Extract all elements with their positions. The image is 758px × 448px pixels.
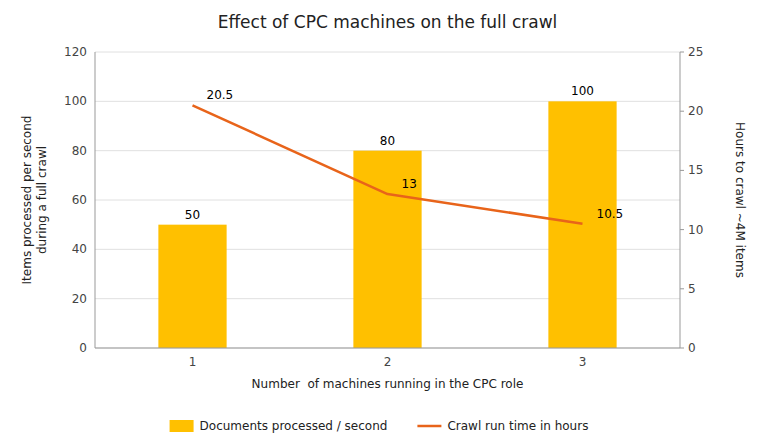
data-label: 10.5	[597, 207, 624, 221]
title: Effect of CPC machines on the full crawl	[218, 12, 558, 32]
legend-swatch	[417, 425, 441, 428]
x-tick-label: 3	[579, 355, 587, 369]
chart: Effect of CPC machines on the full crawl…	[0, 0, 758, 448]
y2-tick-label: 5	[688, 282, 696, 296]
legend: Documents processed / second Crawl run ti…	[170, 419, 589, 433]
bar	[548, 101, 616, 348]
y2-axis	[680, 52, 681, 348]
legend-swatch	[170, 420, 194, 432]
bar	[158, 225, 226, 348]
y-axis-label-line: during a full crawl	[35, 146, 49, 254]
y-axis	[95, 52, 96, 348]
grid-line	[95, 348, 680, 349]
y2-tick-label: 20	[688, 104, 703, 118]
x-tick-label: 1	[189, 355, 197, 369]
y2-tick-label: 10	[688, 223, 703, 237]
y2-tick	[680, 288, 684, 289]
line	[193, 105, 583, 223]
legend-item: Crawl run time in hours	[417, 419, 588, 433]
legend-label: Crawl run time in hours	[447, 419, 588, 433]
y2-axis-label: Hours to crawl ~4M items	[733, 122, 747, 278]
y2-tick	[680, 348, 684, 349]
grid-line	[95, 52, 680, 53]
data-label: 80	[380, 134, 395, 148]
y-tick-label: 100	[64, 94, 87, 108]
y-tick-label: 80	[72, 144, 87, 158]
bar	[353, 151, 421, 348]
y2-tick	[680, 229, 684, 230]
y2-tick-label: 25	[688, 45, 703, 59]
y2-tick-label: 15	[688, 163, 703, 177]
plot-marks	[158, 101, 616, 348]
data-label: 20.5	[207, 88, 234, 102]
y-axis-label-line: Items processed per second	[20, 116, 34, 285]
x-tick-label: 2	[384, 355, 392, 369]
legend-label: Documents processed / second	[200, 419, 388, 433]
x-axis	[95, 348, 680, 349]
y-tick-label: 120	[64, 45, 87, 59]
y-tick-label: 40	[72, 242, 87, 256]
y2-tick	[680, 170, 684, 171]
legend-item: Documents processed / second	[170, 419, 388, 433]
x-axis-label: Number of machines running in the CPC ro…	[252, 377, 524, 391]
y-tick-label: 20	[72, 292, 87, 306]
y2-tick	[680, 52, 684, 53]
y2-tick	[680, 111, 684, 112]
y-tick-label: 60	[72, 193, 87, 207]
data-label: 13	[402, 177, 417, 191]
data-label: 50	[185, 208, 200, 222]
data-label: 100	[571, 84, 594, 98]
y2-tick-label: 0	[688, 341, 696, 355]
y-axis-label: Items processed per secondduring a full …	[20, 116, 49, 285]
y-tick-label: 0	[79, 341, 87, 355]
